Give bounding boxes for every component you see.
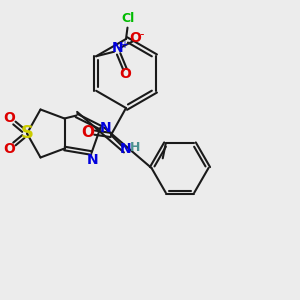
Text: -: - [140,28,144,40]
Text: O: O [119,67,131,81]
Text: N: N [87,153,99,166]
Text: O: O [3,111,15,125]
Text: O: O [3,142,15,156]
Text: N: N [120,142,131,156]
Text: O: O [129,31,141,45]
Text: S: S [20,124,34,142]
Text: N: N [112,41,124,56]
Text: +: + [120,40,128,50]
Text: H: H [130,141,140,154]
Text: O: O [81,125,94,140]
Text: Cl: Cl [121,12,134,25]
Text: N: N [100,121,111,134]
